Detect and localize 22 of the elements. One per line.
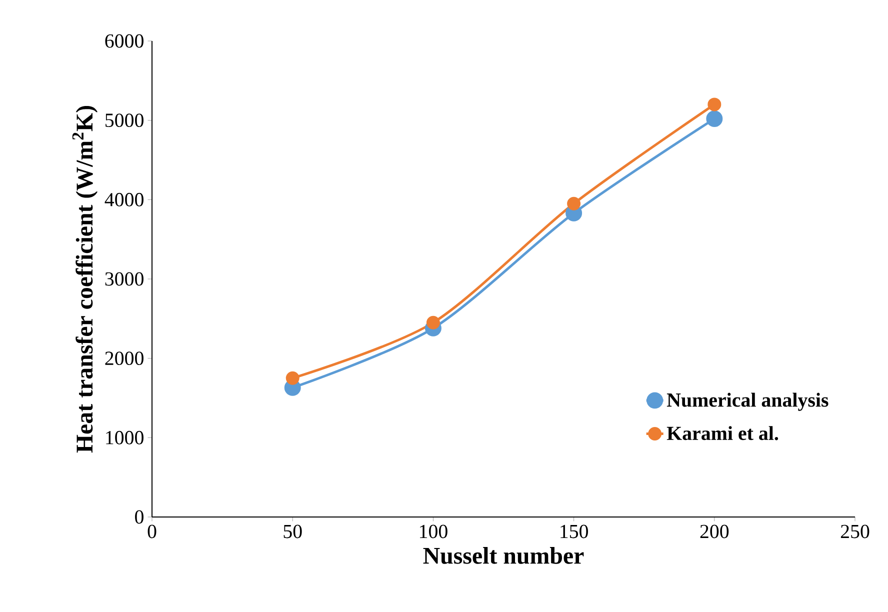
legend-label: Karami et al. (666, 426, 778, 440)
point (708, 98, 722, 112)
y-tick-label: 6000 (105, 34, 144, 48)
legend-label: Numerical analysis (666, 392, 828, 411)
x-axis-title: Nusselt number (423, 547, 584, 564)
point (706, 110, 723, 127)
point (426, 316, 440, 330)
y-tick-label: 4000 (104, 192, 144, 206)
y-tick-label: 5000 (106, 114, 144, 128)
x-tick-label: 200 (700, 524, 729, 538)
x-tick-label: 0 (148, 524, 156, 538)
x-tick-label: 50 (284, 524, 302, 538)
x-tick-label: 100 (420, 524, 448, 538)
y-tick-label: 2000 (105, 352, 144, 366)
x-tick-label: 150 (560, 524, 588, 538)
y-axis-title: Heat transfer coefficient (W/m$^{2}$K) (72, 106, 98, 453)
y-tick-label: 1000 (106, 430, 144, 444)
point (567, 196, 581, 210)
x-tick-label: 250 (840, 524, 870, 538)
y-tick-label: 3000 (105, 272, 144, 286)
y-tick-label: 0 (135, 510, 144, 524)
point (286, 371, 300, 385)
